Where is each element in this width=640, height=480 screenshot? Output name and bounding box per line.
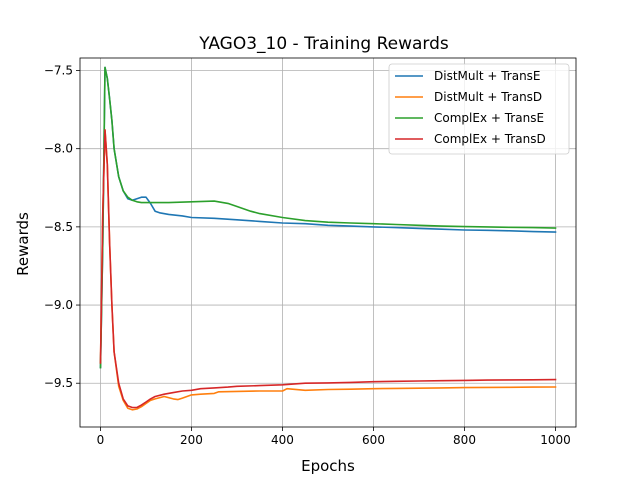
y-tick-label: −8.0 [44, 142, 73, 156]
y-tick-label: −8.5 [44, 220, 73, 234]
series-line-3 [99, 66, 557, 369]
chart-title: YAGO3_10 - Training Rewards [198, 34, 449, 54]
plot-area-frame [79, 57, 577, 428]
x-axis-label: Epochs [301, 457, 355, 475]
legend: DistMult + TransE DistMult + TransD ComplE… [388, 63, 570, 155]
legend-label-4: ComplEx + TransD [434, 132, 546, 146]
x-tick-label: 1000 [540, 433, 571, 447]
x-tick-label: 0 [97, 433, 105, 447]
legend-box [388, 63, 570, 155]
x-tick-label: 800 [453, 433, 476, 447]
y-tick-label: −9.5 [44, 376, 73, 390]
y-axis-label: Rewards [14, 212, 32, 276]
series-lines [99, 66, 557, 411]
x-tick-label: 400 [271, 433, 294, 447]
y-tick-label: −7.5 [44, 64, 73, 78]
legend-label-3: ComplEx + TransE [434, 111, 544, 125]
x-tick-label: 600 [362, 433, 385, 447]
x-tick-label: 200 [180, 433, 203, 447]
axis-ticks: 0 200 400 600 800 1000 −9.5 −9.0 −8.5 −8.0 −7.5 [44, 64, 571, 447]
y-tick-label: −9.0 [44, 298, 73, 312]
legend-label-1: DistMult + TransE [434, 69, 541, 83]
legend-label-2: DistMult + TransD [434, 90, 542, 104]
series-line-4 [99, 129, 557, 409]
